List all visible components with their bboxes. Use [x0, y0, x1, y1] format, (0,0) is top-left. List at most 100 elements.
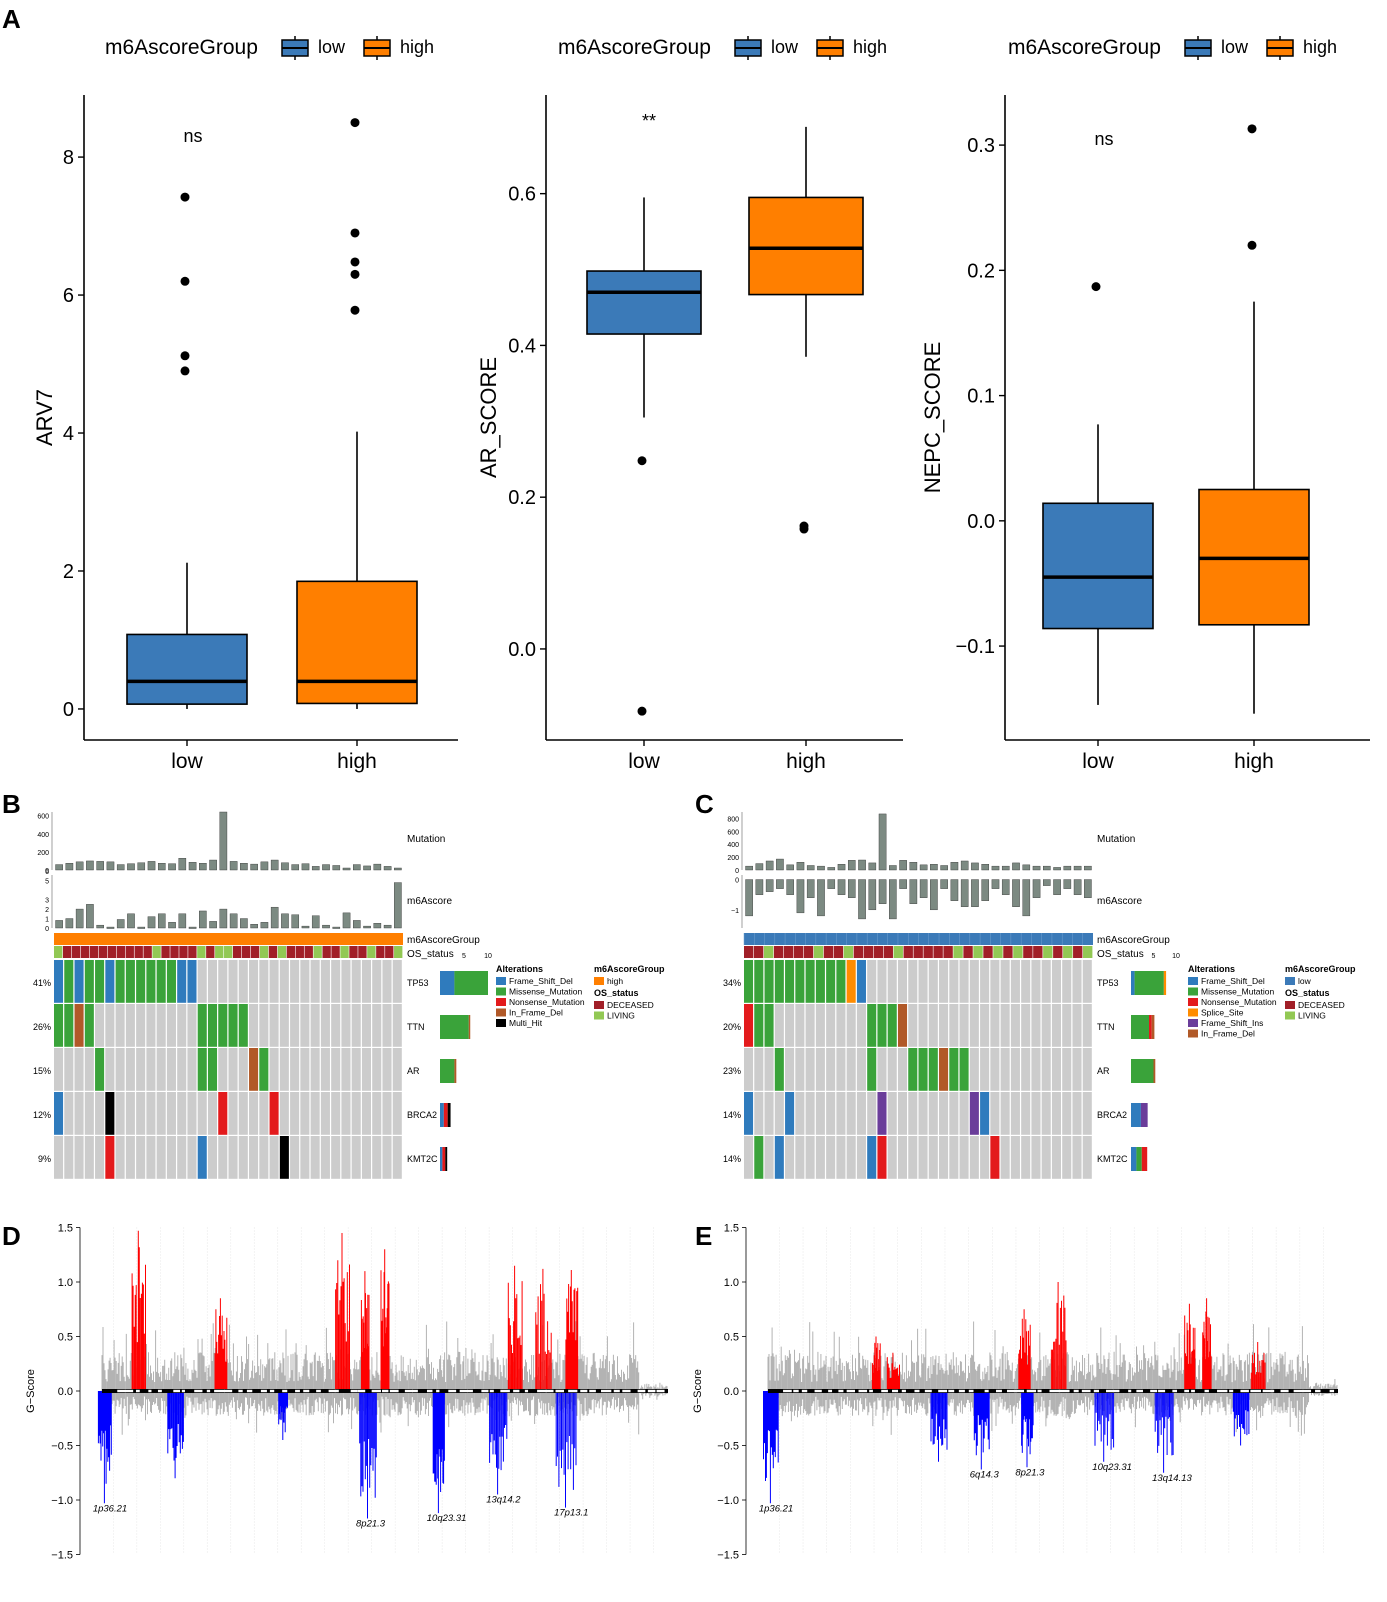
score-tick-label: 6: [45, 869, 49, 876]
cytoband-marker: [1270, 1389, 1275, 1393]
y-tick-label: 0.2: [508, 487, 536, 509]
empty-cell: [1051, 1004, 1062, 1047]
gain-peak: [535, 1268, 552, 1391]
mutation-cell: [846, 960, 856, 1003]
alteration-key-label: Nonsense_Mutation: [1201, 997, 1277, 1007]
os-legend-title: OS_status: [1285, 988, 1330, 998]
side-bar-segment: [447, 1103, 451, 1127]
os-status-cell: [1003, 946, 1013, 958]
cytoband-marker: [858, 1389, 868, 1393]
empty-cell: [774, 1004, 784, 1047]
mutation-cell: [279, 1136, 289, 1179]
empty-cell: [990, 1048, 1000, 1091]
y-tick-label: 1.5: [724, 1223, 739, 1235]
mutation-cell: [815, 960, 825, 1003]
empty-cell: [1041, 1092, 1051, 1135]
empty-cell: [146, 1092, 156, 1135]
mutation-bar: [199, 863, 207, 871]
gain-peak: [886, 1352, 900, 1391]
side-bar-segment: [468, 1015, 471, 1039]
cytoband-marker: [1315, 1389, 1321, 1393]
mutation-bar: [55, 864, 63, 871]
empty-cell: [238, 1048, 248, 1091]
outlier-point: [180, 192, 190, 202]
empty-cell: [115, 1136, 125, 1179]
empty-cell: [64, 1092, 74, 1135]
y-tick-label: 6: [63, 285, 74, 307]
empty-cell: [95, 1004, 105, 1047]
os-status-cell: [134, 946, 143, 958]
legend-label-low: low: [1221, 37, 1249, 57]
cytoband-marker: [448, 1389, 457, 1393]
cytoband-marker: [545, 1389, 554, 1393]
score-bar: [65, 918, 74, 929]
empty-cell: [836, 1004, 846, 1047]
peak-label: 1p36.21: [93, 1503, 127, 1514]
empty-cell: [290, 1092, 300, 1135]
empty-cell: [187, 1048, 197, 1091]
score-bar: [776, 879, 784, 889]
score-bar: [1084, 879, 1092, 898]
alteration-key-label: Frame_Shift_Del: [1201, 976, 1265, 986]
empty-cell: [392, 1004, 402, 1047]
empty-cell: [95, 1092, 105, 1135]
empty-cell: [846, 1092, 856, 1135]
empty-cell: [207, 960, 218, 1003]
empty-cell: [1021, 1092, 1031, 1135]
mutation-cell: [897, 1004, 908, 1047]
empty-cell: [1072, 1004, 1082, 1047]
y-tick-label: 0.3: [967, 135, 995, 157]
score-bar: [240, 918, 248, 929]
cytoband-marker: [194, 1389, 203, 1393]
mutation-cell: [980, 1092, 990, 1135]
y-axis-label: AR_SCORE: [476, 357, 501, 478]
empty-cell: [290, 1004, 300, 1047]
score-bar: [383, 924, 392, 929]
cytoband-marker: [892, 1389, 899, 1393]
empty-cell: [249, 960, 259, 1003]
alteration-key-M: [1188, 987, 1198, 996]
alteration-key-label: Splice_Site: [1201, 1008, 1244, 1018]
side-bar-segment: [442, 1147, 446, 1171]
mutation-cell: [269, 1092, 279, 1135]
empty-cell: [320, 1136, 330, 1179]
score-bar: [342, 912, 351, 929]
alteration-key-F: [1188, 977, 1198, 985]
empty-cell: [125, 1136, 135, 1179]
group-row-label: m6AscoreGroup: [1097, 935, 1170, 946]
os-status-cell: [913, 946, 923, 958]
empty-cell: [836, 1048, 846, 1091]
gain-peak: [565, 1270, 579, 1391]
cytoband-marker: [1037, 1389, 1042, 1393]
score-bar: [209, 921, 217, 929]
boxplot-ar-score: m6AscoreGroup low high 0.0 0.2 0.4 0.6 AR_SCORE…: [476, 36, 903, 773]
score-bar: [373, 923, 382, 929]
empty-cell: [279, 1004, 289, 1047]
box-low: [126, 633, 248, 705]
empty-cell: [300, 1136, 310, 1179]
score-bar: [250, 924, 258, 929]
empty-cell: [969, 1048, 979, 1091]
score-bar: [270, 906, 279, 929]
oncoplot-low-group: 0 200 400 600 800 Mutation −1 0 m6Ascore m6Ascore…: [723, 812, 1356, 1179]
empty-cell: [959, 1136, 969, 1179]
os-status-cell: [241, 946, 251, 958]
cytoband-marker: [282, 1389, 288, 1393]
os-status-cell: [1073, 946, 1083, 958]
side-bar-segment: [1131, 1015, 1149, 1039]
empty-cell: [856, 1048, 866, 1091]
empty-cell: [218, 1136, 228, 1179]
empty-cell: [949, 1004, 959, 1047]
gistic-plot-high: −1.5 −1.0 −0.5 0.0 0.5 1.0 1.5 G−Score 1p36.21 8p…: [25, 1223, 668, 1562]
empty-cell: [341, 1136, 351, 1179]
empty-cell: [197, 960, 207, 1003]
empty-cell: [774, 1092, 784, 1135]
mutation-cell: [197, 1048, 207, 1091]
group-row-label: m6AscoreGroup: [407, 935, 480, 946]
cytoband-marker: [995, 1389, 1002, 1393]
empty-cell: [887, 960, 897, 1003]
os-status-cell: [813, 946, 824, 958]
x-tick-label: low: [628, 750, 660, 773]
outlier-point: [180, 351, 190, 361]
score-bar: [858, 879, 866, 920]
